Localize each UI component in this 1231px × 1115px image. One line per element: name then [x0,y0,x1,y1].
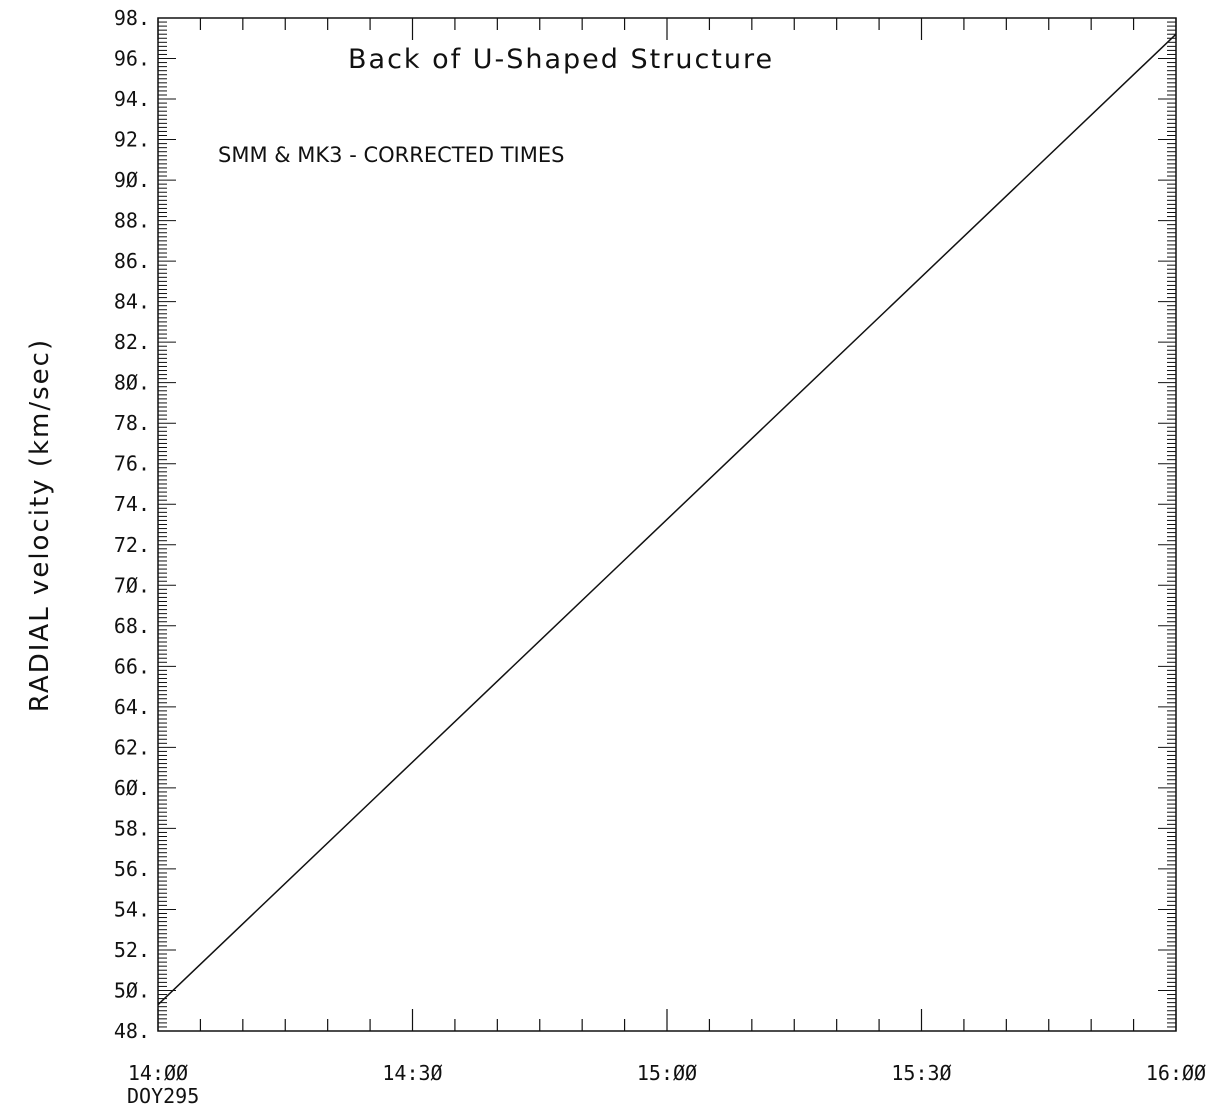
x-tick-label: 16:ØØ [1146,1061,1206,1085]
chart-subtitle: SMM & MK3 - CORRECTED TIMES [218,143,564,167]
chart-title: Back of U-Shaped Structure [348,44,774,75]
x-tick-label: 15:3Ø [891,1061,951,1085]
y-tick-label: 96. [114,47,150,71]
y-tick-label: 5Ø. [114,978,150,1002]
y-tick-label: 54. [114,897,150,921]
y-tick-label: 8Ø. [114,371,150,395]
y-tick-label: 68. [114,614,150,638]
y-tick-label: 64. [114,695,150,719]
y-tick-label: 9Ø. [114,168,150,192]
series-line [157,33,1177,1006]
y-tick-label: 72. [114,533,150,557]
y-tick-label: 82. [114,330,150,354]
y-tick-label: 92. [114,128,150,152]
x-tick-label: 14:ØØ [128,1061,188,1085]
series-layer [157,33,1177,1006]
y-tick-label: 62. [114,735,150,759]
y-tick-label: 88. [114,209,150,233]
y-tick-label: 66. [114,654,150,678]
y-axis-label: RADIAL velocity (km/sec) [25,338,55,712]
y-tick-label: 78. [114,411,150,435]
y-tick-label: 74. [114,492,150,516]
x-axis: 14:ØØ 14:3Ø 15:ØØ 15:3Ø 16:ØØ [128,1061,1206,1085]
y-axis: 98. 96. 94. 92. 9Ø. 88. 86. 84. 82. 8Ø. 78. 76. 74. 7… [114,6,150,1043]
y-tick-label: 7Ø. [114,573,150,597]
doy-label: DOY295 [127,1084,199,1108]
y-tick-label: 94. [114,87,150,111]
x-tick-label: 15:ØØ [637,1061,697,1085]
y-tick-label: 84. [114,290,150,314]
minor-ticks [157,17,1177,1032]
y-tick-label: 48. [114,1019,150,1043]
y-tick-label: 56. [114,857,150,881]
y-tick-label: 86. [114,249,150,273]
plot-frame [157,17,1177,1032]
y-tick-label: 52. [114,938,150,962]
y-tick-label: 58. [114,816,150,840]
y-tick-label: 98. [114,6,150,30]
x-tick-label: 14:3Ø [382,1061,442,1085]
y-tick-label: 76. [114,452,150,476]
y-tick-label: 6Ø. [114,776,150,800]
